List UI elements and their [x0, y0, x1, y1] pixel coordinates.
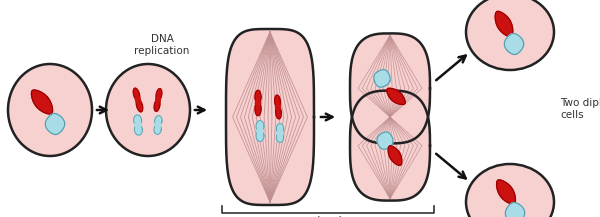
Polygon shape: [136, 99, 143, 112]
Polygon shape: [255, 102, 261, 116]
Polygon shape: [350, 91, 430, 201]
Text: Two diploid
cells: Two diploid cells: [560, 98, 600, 120]
Polygon shape: [255, 90, 261, 104]
Polygon shape: [133, 88, 140, 101]
Polygon shape: [495, 11, 513, 37]
Polygon shape: [256, 130, 264, 141]
Polygon shape: [277, 124, 284, 134]
Polygon shape: [505, 33, 524, 54]
Polygon shape: [226, 29, 314, 205]
Polygon shape: [350, 33, 430, 143]
Polygon shape: [275, 105, 280, 109]
Text: Mitosis: Mitosis: [308, 216, 349, 217]
Polygon shape: [155, 98, 160, 102]
Polygon shape: [154, 124, 161, 134]
Polygon shape: [387, 88, 405, 105]
Polygon shape: [46, 113, 65, 135]
Ellipse shape: [8, 64, 92, 156]
Polygon shape: [154, 99, 160, 111]
Polygon shape: [134, 115, 142, 126]
Polygon shape: [374, 70, 390, 87]
Polygon shape: [256, 100, 260, 106]
Polygon shape: [277, 132, 284, 142]
Polygon shape: [275, 95, 280, 108]
Polygon shape: [134, 124, 142, 135]
Polygon shape: [505, 202, 524, 217]
Text: DNA
replication: DNA replication: [134, 35, 190, 56]
Polygon shape: [156, 89, 162, 101]
Ellipse shape: [106, 64, 190, 156]
Polygon shape: [135, 122, 141, 128]
Polygon shape: [388, 146, 402, 165]
Polygon shape: [257, 128, 263, 134]
Ellipse shape: [466, 164, 554, 217]
Polygon shape: [256, 121, 264, 132]
Polygon shape: [377, 132, 393, 149]
Polygon shape: [275, 106, 281, 119]
Polygon shape: [155, 116, 162, 126]
Ellipse shape: [466, 0, 554, 70]
Polygon shape: [497, 180, 515, 204]
Polygon shape: [155, 122, 161, 128]
Polygon shape: [31, 90, 53, 114]
Polygon shape: [277, 130, 283, 135]
Polygon shape: [136, 97, 140, 102]
